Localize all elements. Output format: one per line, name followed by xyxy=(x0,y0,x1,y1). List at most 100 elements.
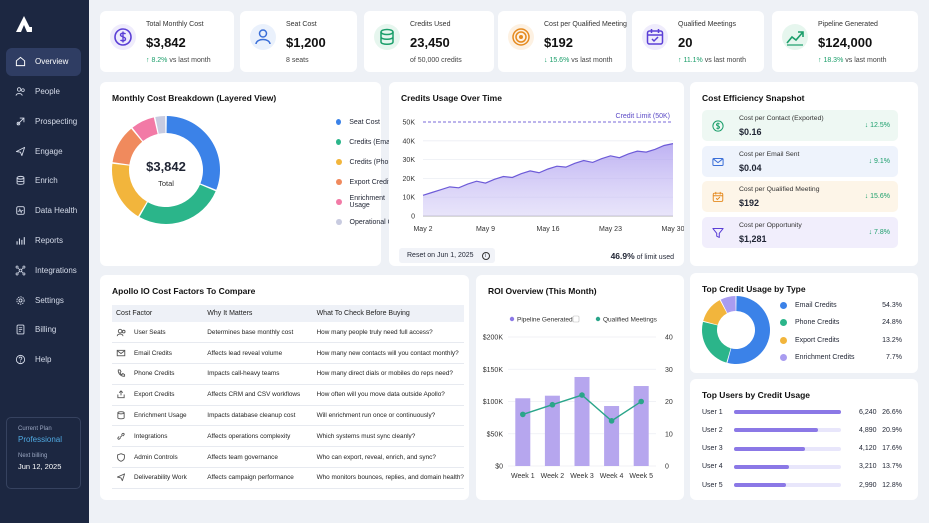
sidebar-item-prospecting[interactable]: Prospecting xyxy=(6,108,81,136)
cell-check: Who monitors bounces, replies, and domai… xyxy=(312,467,464,489)
user-icon xyxy=(250,24,276,50)
credits-usage-card: Credits Usage Over Time 0 10K 20K 30K 40K 50K… xyxy=(389,82,684,266)
user-name: User 4 xyxy=(702,463,723,471)
kpi-sub-label: vs last month xyxy=(169,57,211,64)
efficiency-item-cost-per-contact-exported[interactable]: Cost per Contact (Exported) $0.16 ↓ 12.5% xyxy=(702,110,898,141)
enrich-icon xyxy=(117,411,125,420)
efficiency-item-cost-per-opportunity[interactable]: Cost per Opportunity $1,281 ↓ 7.8% xyxy=(702,216,898,248)
sidebar-item-label: Prospecting xyxy=(35,116,78,126)
current-plan-value: Professional xyxy=(18,435,63,444)
cost-slice-enrichment-usage xyxy=(132,117,158,141)
credit-type-slice-export-credits xyxy=(703,300,727,325)
efficiency-label: Cost per Contact (Exported) xyxy=(739,115,824,122)
legend-label: Pipeline Generated xyxy=(517,317,573,324)
cell-why: Impacts call-heavy teams xyxy=(203,363,313,385)
kpi-card-cost-per-qualified-meeting[interactable]: Cost per Qualified Meeting $192 ↓ 15.6% vs… xyxy=(498,11,627,72)
efficiency-item-cost-per-email-sent[interactable]: Cost per Email Sent $0.04 ↓ 9.1% xyxy=(702,145,898,177)
factor-name: User Seats xyxy=(134,328,166,336)
efficiency-item-cost-per-qualified-meeting[interactable]: Cost per Qualified Meeting $192 ↓ 15.6% xyxy=(702,181,898,212)
meetings-point-week-5 xyxy=(638,398,644,405)
kpi-card-pipeline-generated[interactable]: Pipeline Generated $124,000 ↑ 18.3% vs las… xyxy=(772,11,918,72)
kpi-card-total-monthly-cost[interactable]: Total Monthly Cost $3,842 ↑ 8.2% vs last m… xyxy=(100,11,234,72)
efficiency-delta: ↓ 9.1% xyxy=(868,157,890,165)
apollo-logo-icon[interactable] xyxy=(14,14,34,34)
link-icon xyxy=(117,432,125,440)
factor-name: Enrichment Usage xyxy=(134,412,187,420)
factor-name: Admin Controls xyxy=(134,453,178,461)
table-row: Integrations Affects operations complexit… xyxy=(112,425,464,448)
x-tick-label: Week 5 xyxy=(629,473,653,480)
sidebar-item-label: Engage xyxy=(35,146,63,156)
calendar-icon xyxy=(711,190,725,204)
sidebar-item-data-health[interactable]: Data Health xyxy=(6,197,81,225)
y-right-tick-label: 40 xyxy=(665,335,673,342)
col-cost-factor: Cost Factor xyxy=(112,305,204,322)
kpi-subtext: ↑ 8.2% vs last month xyxy=(146,57,211,64)
kpi-card-credits-used[interactable]: Credits Used 23,450 of 50,000 credits xyxy=(364,11,494,72)
legend-dot xyxy=(509,316,515,322)
user-usage-bar xyxy=(734,483,842,488)
database-icon xyxy=(16,176,25,186)
x-tick-label: May 9 xyxy=(476,226,495,233)
mail-icon xyxy=(116,349,126,356)
user-name: User 2 xyxy=(702,426,723,434)
sidebar-item-label: Help xyxy=(35,355,52,365)
target-icon xyxy=(508,24,534,50)
sidebar-item-integrations[interactable]: Integrations xyxy=(6,257,81,285)
user-usage-fill xyxy=(734,464,790,469)
sidebar-item-help[interactable]: Help xyxy=(6,346,81,374)
bar-week-3 xyxy=(574,376,590,466)
x-tick-label: Week 4 xyxy=(600,473,624,480)
user-count: 2,990 xyxy=(858,481,877,489)
y-left-tick-label: $50K xyxy=(487,431,504,438)
user-percent: 20.9% xyxy=(882,426,902,434)
user-usage-bar xyxy=(734,410,842,414)
efficiency-delta: ↓ 7.8% xyxy=(868,228,890,236)
y-right-tick-label: 10 xyxy=(665,431,673,438)
user-percent: 17.6% xyxy=(882,445,902,453)
credit-legend-row-phone-credits: Phone Credits 24.8% xyxy=(780,317,902,329)
credit-limit-label: Credit Limit (50K) xyxy=(616,113,670,120)
sidebar-item-settings[interactable]: Settings xyxy=(6,286,81,314)
table-row: Admin Controls Affects team governance Who… xyxy=(112,446,464,469)
legend-label: Seat Cost xyxy=(349,118,380,126)
y-tick-label: 20K xyxy=(403,176,416,183)
filter-icon xyxy=(711,226,725,240)
people-icon xyxy=(15,87,25,96)
sidebar-item-overview[interactable]: Overview xyxy=(6,48,81,76)
user-percent: 12.8% xyxy=(882,481,902,489)
kpi-card-qualified-meetings[interactable]: Qualified Meetings 20 ↑ 11.1% vs last mont… xyxy=(632,11,764,72)
roi-combo-chart: Pipeline Generated Qualified Meetings $0 $5… xyxy=(483,315,673,480)
sidebar-item-people[interactable]: People xyxy=(6,78,81,106)
legend-label: Qualified Meetings xyxy=(603,317,658,324)
cost-slice-seat-cost xyxy=(166,116,220,190)
kpi-value: 20 xyxy=(678,35,693,50)
efficiency-delta: ↓ 12.5% xyxy=(864,122,890,129)
bar-week-5 xyxy=(633,386,649,466)
legend-checkbox[interactable] xyxy=(572,315,580,323)
legend-percent: 13.2% xyxy=(882,336,902,344)
credit-type-donut xyxy=(702,296,770,364)
sidebar-item-engage[interactable]: Engage xyxy=(6,137,81,165)
efficiency-label: Cost per Email Sent xyxy=(739,150,800,158)
user-count: 4,120 xyxy=(858,445,877,453)
cell-why: Determines base monthly cost xyxy=(203,322,313,344)
cell-check: Will enrichment run once or continuously… xyxy=(312,405,464,427)
bar-week-1 xyxy=(515,398,531,466)
limit-used-label: of limit used xyxy=(636,254,674,261)
sidebar-item-enrich[interactable]: Enrich xyxy=(6,167,81,195)
shield-icon xyxy=(117,452,125,462)
credits-area xyxy=(423,143,673,216)
info-icon[interactable]: i xyxy=(481,251,490,260)
cell-check: How often will you move data outside Apo… xyxy=(312,384,464,406)
sidebar-item-reports[interactable]: Reports xyxy=(6,227,81,255)
bar-week-4 xyxy=(604,406,620,466)
cost-efficiency-title: Cost Efficiency Snapshot xyxy=(702,93,805,103)
col-why-it-matters: Why It Matters xyxy=(203,305,313,322)
efficiency-value: $1,281 xyxy=(739,233,767,244)
donut-center-label: Total xyxy=(158,179,174,188)
sidebar-item-billing[interactable]: Billing xyxy=(6,316,81,344)
kpi-card-seat-cost[interactable]: Seat Cost $1,200 8 seats xyxy=(240,11,357,72)
kpi-delta: ↓ 15.6% xyxy=(544,57,570,64)
cell-factor: Phone Credits xyxy=(112,363,204,385)
